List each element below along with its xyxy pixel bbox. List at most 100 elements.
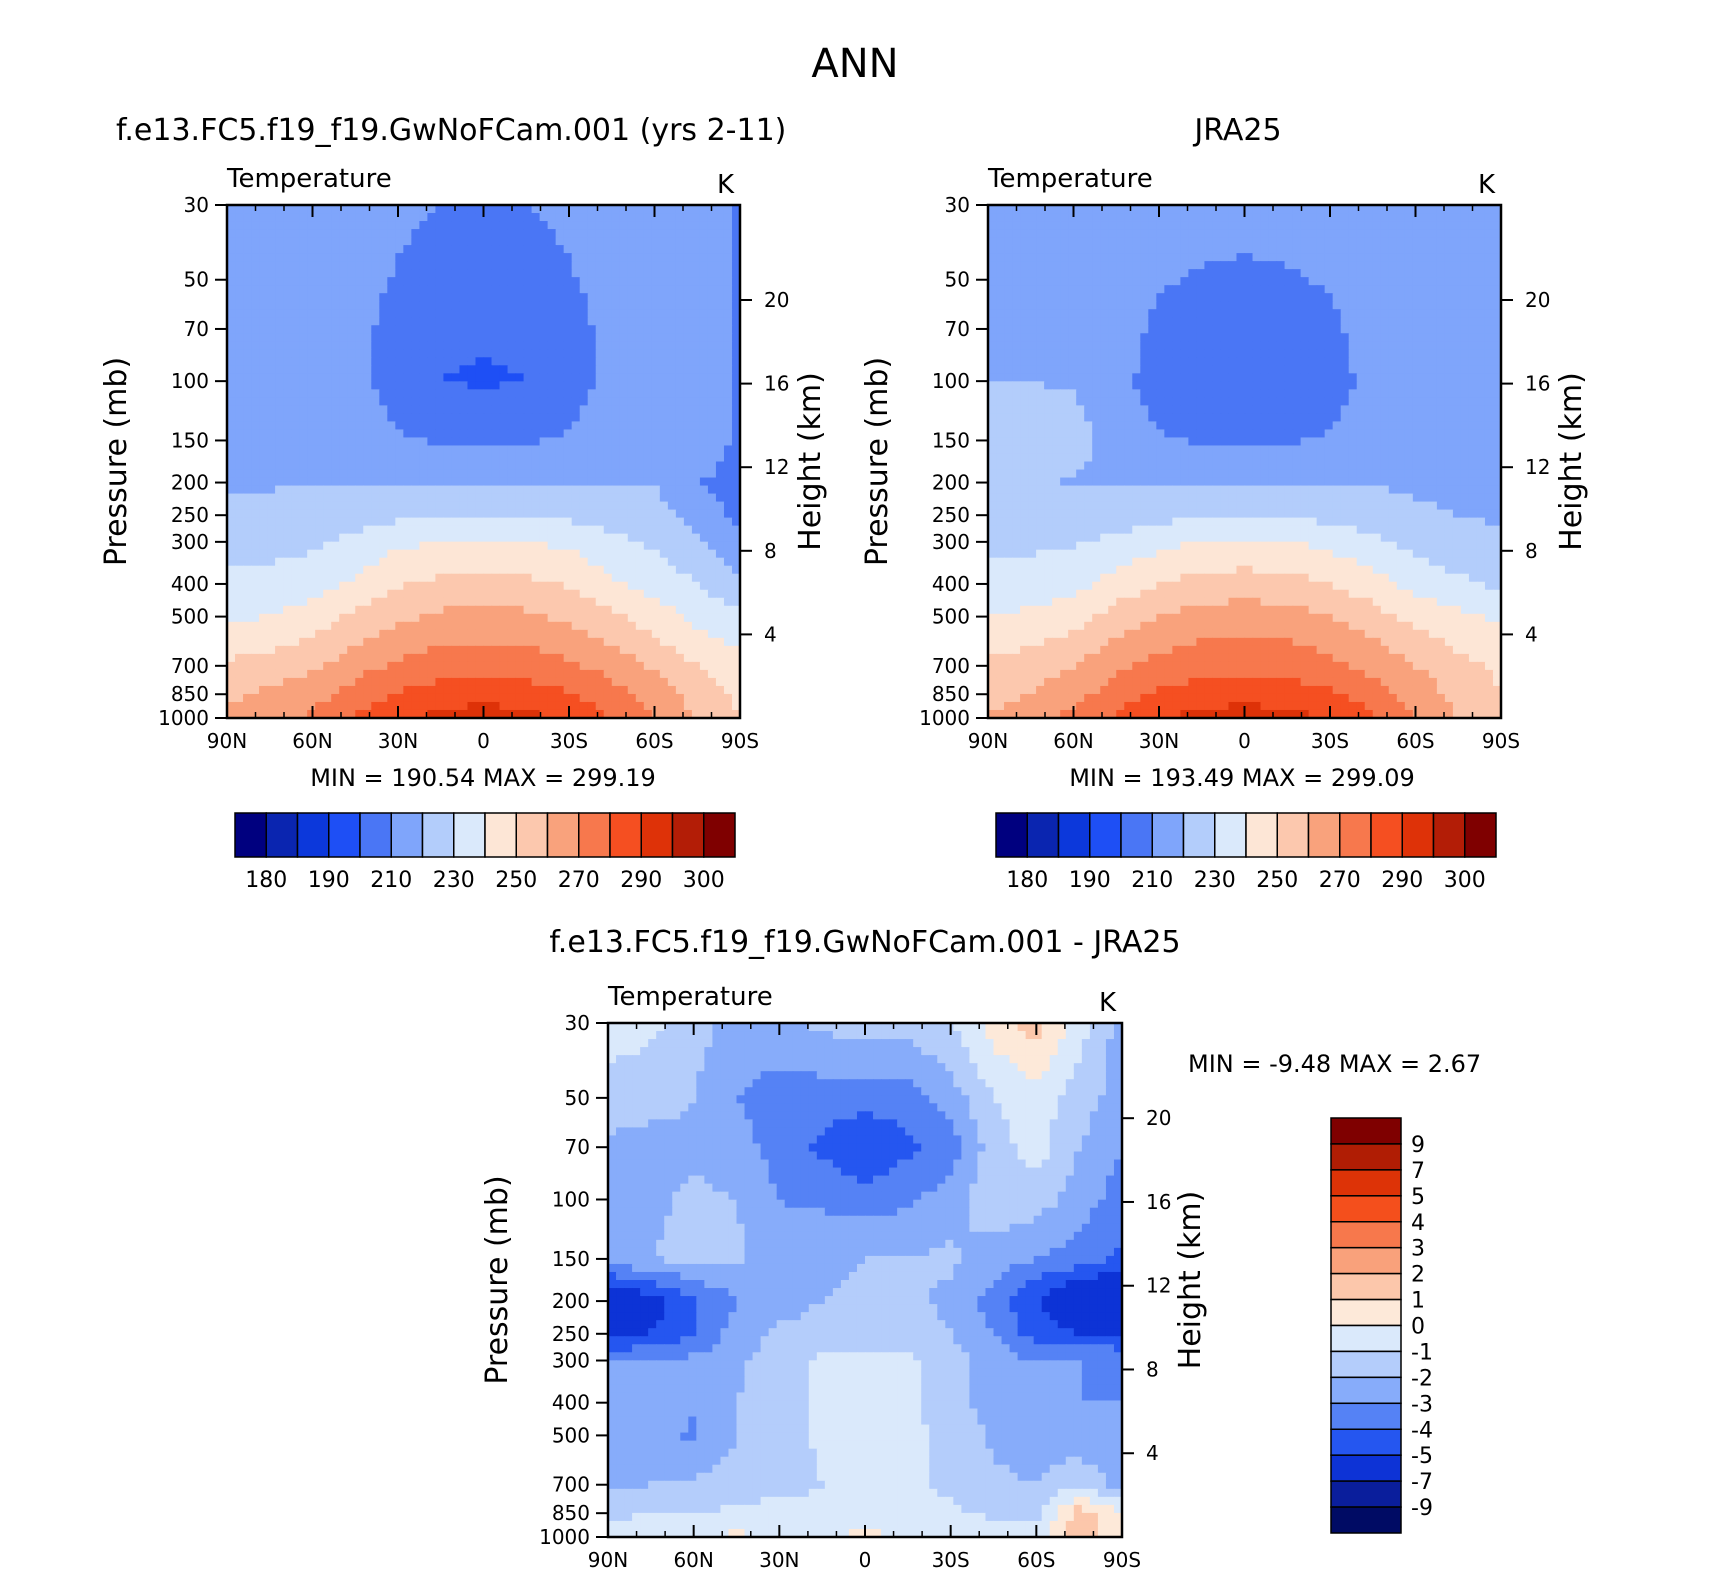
model-contour-cell [467, 421, 476, 430]
model-contour-cell [259, 253, 268, 262]
model-contour-cell [403, 365, 412, 374]
obs-contour-cell [1084, 285, 1093, 294]
obs-contour-cell [988, 205, 997, 214]
model-contour-cell [500, 301, 509, 310]
model-contour-cell [387, 550, 396, 559]
model-contour-cell [467, 333, 476, 342]
obs-contour-cell [1036, 277, 1045, 286]
obs-contour-cell [1148, 245, 1157, 254]
model-contour-cell [636, 662, 645, 671]
obs-contour-cell [1116, 237, 1125, 246]
obs-contour-cell [1293, 301, 1302, 310]
model-contour-cell [588, 526, 597, 535]
model-contour-cell [275, 349, 284, 358]
obs-contour-cell [1172, 277, 1181, 286]
model-contour-cell [620, 277, 629, 286]
model-contour-cell [395, 542, 404, 551]
model-contour-cell [459, 413, 468, 422]
obs-contour-cell [1228, 261, 1237, 270]
model-contour-cell [475, 678, 484, 687]
model-contour-cell [652, 437, 661, 446]
model-contour-cell [692, 590, 701, 599]
model-contour-cell [508, 253, 517, 262]
model-contour-cell [484, 453, 493, 462]
model-contour-cell [275, 510, 284, 519]
model-contour-cell [467, 614, 476, 623]
obs-contour-cell [1445, 205, 1454, 214]
obs-contour-cell [1236, 293, 1245, 302]
model-contour-cell [275, 341, 284, 350]
model-contour-cell [299, 437, 308, 446]
model-contour-cell [331, 213, 340, 222]
model-contour-cell [708, 694, 717, 703]
model-contour-cell [427, 229, 436, 238]
obs-contour-cell [1036, 253, 1045, 262]
model-contour-cell [508, 277, 517, 286]
model-contour-cell [524, 558, 533, 567]
model-contour-cell [660, 213, 669, 222]
model-contour-cell [524, 245, 533, 254]
model-contour-cell [524, 478, 533, 487]
obs-contour-cell [1317, 229, 1326, 238]
model-contour-cell [315, 205, 324, 214]
model-contour-cell [620, 630, 629, 639]
obs-contour-cell [1068, 285, 1077, 294]
model-contour-cell [564, 702, 573, 711]
model-contour-cell [492, 702, 501, 711]
obs-contour-cell [996, 221, 1005, 230]
model-contour-cell [612, 245, 621, 254]
model-contour-cell [259, 582, 268, 591]
model-contour-cell [684, 309, 693, 318]
model-contour-cell [259, 317, 268, 326]
model-contour-cell [283, 646, 292, 655]
model-contour-cell [684, 486, 693, 495]
model-contour-cell [363, 518, 372, 527]
model-contour-cell [620, 462, 629, 471]
model-contour-cell [620, 478, 629, 487]
obs-contour-cell [1108, 261, 1117, 270]
model-contour-cell [267, 293, 276, 302]
model-contour-cell [652, 678, 661, 687]
obs-contour-cell [1269, 245, 1278, 254]
model-contour-cell [540, 534, 549, 543]
model-contour-cell [540, 526, 549, 535]
model-contour-cell [291, 293, 300, 302]
obs-contour-cell [1180, 301, 1189, 310]
model-contour-cell [235, 445, 244, 454]
model-contour-cell [644, 686, 653, 695]
obs-contour-cell [1253, 261, 1262, 270]
model-contour-cell [516, 437, 525, 446]
model-contour-cell [475, 622, 484, 631]
model-contour-cell [524, 269, 533, 278]
model-contour-cell [291, 429, 300, 438]
model-contour-cell [652, 453, 661, 462]
model-contour-cell [347, 582, 356, 591]
obs-contour-cell [1068, 253, 1077, 262]
model-contour-cell [548, 670, 557, 679]
model-contour-cell [363, 542, 372, 551]
model-contour-cell [508, 654, 517, 663]
model-contour-cell [427, 357, 436, 366]
model-contour-cell [307, 285, 316, 294]
model-contour-cell [275, 357, 284, 366]
model-contour-cell [307, 261, 316, 270]
model-contour-cell [692, 526, 701, 535]
model-contour-cell [371, 542, 380, 551]
model-contour-cell [411, 341, 420, 350]
model-contour-cell [347, 253, 356, 262]
model-contour-cell [500, 574, 509, 583]
model-contour-cell [508, 502, 517, 511]
model-contour-cell [588, 381, 597, 390]
model-contour-cell [508, 357, 517, 366]
model-contour-cell [323, 293, 332, 302]
model-contour-cell [411, 486, 420, 495]
model-contour-cell [692, 678, 701, 687]
model-contour-cell [259, 277, 268, 286]
model-contour-cell [243, 494, 252, 503]
model-contour-cell [451, 245, 460, 254]
obs-contour-cell [1421, 277, 1430, 286]
obs-contour-cell [1148, 221, 1157, 230]
obs-contour-cell [1084, 301, 1093, 310]
model-contour-cell [652, 245, 661, 254]
obs-contour-cell [1317, 277, 1326, 286]
